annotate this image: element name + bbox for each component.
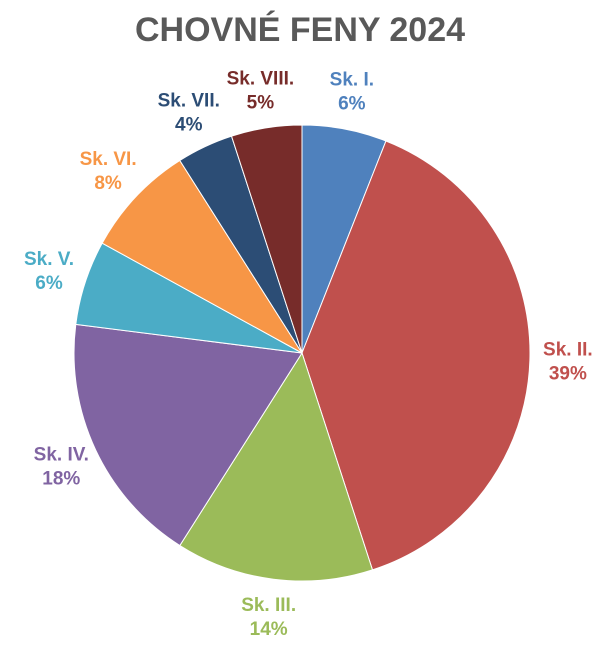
- pie-slice: [179, 351, 374, 582]
- slice-category-label: Sk. VIII.: [227, 68, 295, 89]
- slice-value-label: 6%: [338, 94, 366, 115]
- pie-slice: [301, 140, 531, 571]
- slice-value-label: 39%: [549, 363, 587, 384]
- slice-category-label: Sk. VII.: [158, 90, 220, 111]
- slice-category-label: Sk. I.: [330, 70, 374, 91]
- slice-value-label: 4%: [175, 114, 203, 135]
- chart-title: CHOVNÉ FENY 2024: [135, 11, 465, 49]
- slice-value-label: 8%: [94, 173, 122, 194]
- pie-slice: [73, 323, 303, 547]
- slice-value-label: 5%: [247, 92, 275, 113]
- slice-category-label: Sk. III.: [241, 595, 296, 616]
- slice-category-label: Sk. V.: [24, 249, 74, 270]
- slice-category-label: Sk. VI.: [80, 149, 137, 170]
- pie-slice: [101, 159, 303, 354]
- slice-category-label: Sk. II.: [543, 339, 593, 360]
- slice-value-label: 6%: [35, 273, 63, 294]
- pie-slice: [230, 124, 303, 354]
- slice-value-label: 14%: [250, 619, 288, 640]
- slice-category-label: Sk. IV.: [34, 444, 89, 465]
- slice-value-label: 18%: [42, 468, 80, 489]
